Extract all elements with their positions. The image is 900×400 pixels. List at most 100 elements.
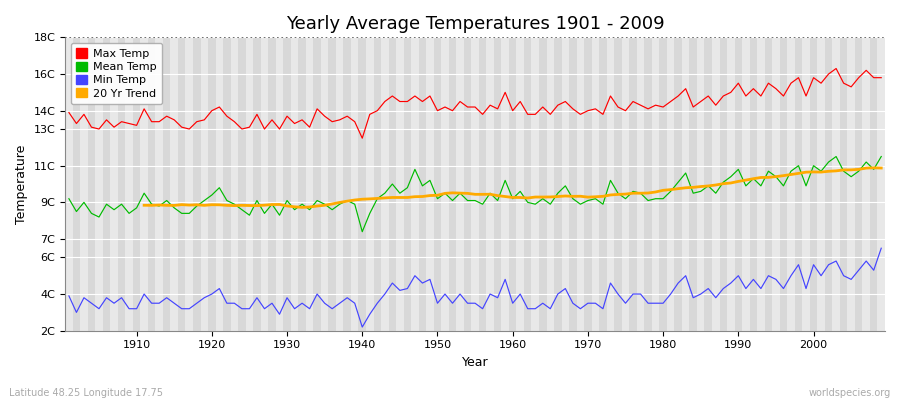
Bar	[486, 37, 494, 331]
Bar	[216, 37, 223, 331]
Bar	[855, 37, 862, 331]
Bar	[298, 37, 306, 331]
Bar	[591, 37, 599, 331]
Text: Latitude 48.25 Longitude 17.75: Latitude 48.25 Longitude 17.75	[9, 388, 163, 398]
Bar	[788, 37, 795, 331]
Bar	[178, 37, 185, 331]
Bar	[765, 37, 772, 331]
Bar	[328, 37, 336, 331]
Bar	[163, 37, 170, 331]
Bar	[832, 37, 840, 331]
Bar	[427, 37, 434, 331]
Bar	[261, 37, 268, 331]
Bar	[705, 37, 712, 331]
Bar	[712, 37, 719, 331]
Bar	[584, 37, 591, 331]
Bar	[170, 37, 178, 331]
Bar	[870, 37, 878, 331]
Bar	[719, 37, 727, 331]
Bar	[464, 37, 472, 331]
Bar	[366, 37, 373, 331]
X-axis label: Year: Year	[462, 356, 489, 369]
Bar	[411, 37, 418, 331]
Bar	[652, 37, 660, 331]
Bar	[313, 37, 321, 331]
Bar	[87, 37, 95, 331]
Bar	[667, 37, 674, 331]
Bar	[111, 37, 118, 331]
Bar	[524, 37, 532, 331]
Bar	[321, 37, 328, 331]
Bar	[418, 37, 427, 331]
Bar	[65, 37, 73, 331]
Bar	[848, 37, 855, 331]
Bar	[441, 37, 449, 331]
Bar	[494, 37, 501, 331]
Bar	[629, 37, 637, 331]
Bar	[622, 37, 629, 331]
Bar	[103, 37, 111, 331]
Bar	[268, 37, 275, 331]
Bar	[208, 37, 216, 331]
Bar	[878, 37, 885, 331]
Bar	[674, 37, 682, 331]
Bar	[434, 37, 441, 331]
Bar	[95, 37, 103, 331]
Bar	[757, 37, 765, 331]
Bar	[689, 37, 697, 331]
Bar	[185, 37, 193, 331]
Bar	[697, 37, 705, 331]
Bar	[80, 37, 87, 331]
Title: Yearly Average Temperatures 1901 - 2009: Yearly Average Temperatures 1901 - 2009	[286, 15, 664, 33]
Bar	[336, 37, 344, 331]
Bar	[682, 37, 689, 331]
Bar	[201, 37, 208, 331]
Bar	[562, 37, 569, 331]
Bar	[840, 37, 848, 331]
Y-axis label: Temperature: Temperature	[15, 144, 28, 224]
Bar	[472, 37, 479, 331]
Bar	[275, 37, 284, 331]
Bar	[125, 37, 133, 331]
Bar	[517, 37, 524, 331]
Bar	[246, 37, 253, 331]
Bar	[396, 37, 403, 331]
Bar	[118, 37, 125, 331]
Bar	[238, 37, 246, 331]
Bar	[734, 37, 742, 331]
Bar	[156, 37, 163, 331]
Bar	[742, 37, 750, 331]
Bar	[539, 37, 546, 331]
Bar	[374, 37, 381, 331]
Bar	[291, 37, 298, 331]
Bar	[351, 37, 358, 331]
Bar	[817, 37, 824, 331]
Bar	[577, 37, 584, 331]
Bar	[644, 37, 652, 331]
Bar	[779, 37, 788, 331]
Bar	[284, 37, 291, 331]
Bar	[795, 37, 802, 331]
Bar	[389, 37, 396, 331]
Bar	[772, 37, 779, 331]
Bar	[614, 37, 622, 331]
Bar	[358, 37, 366, 331]
Bar	[532, 37, 539, 331]
Bar	[637, 37, 644, 331]
Bar	[253, 37, 261, 331]
Bar	[148, 37, 156, 331]
Bar	[456, 37, 464, 331]
Bar	[660, 37, 667, 331]
Text: worldspecies.org: worldspecies.org	[809, 388, 891, 398]
Bar	[508, 37, 517, 331]
Bar	[193, 37, 201, 331]
Legend: Max Temp, Mean Temp, Min Temp, 20 Yr Trend: Max Temp, Mean Temp, Min Temp, 20 Yr Tre…	[71, 43, 162, 104]
Bar	[344, 37, 351, 331]
Bar	[223, 37, 230, 331]
Bar	[569, 37, 577, 331]
Bar	[403, 37, 411, 331]
Bar	[501, 37, 508, 331]
Bar	[750, 37, 757, 331]
Bar	[133, 37, 140, 331]
Bar	[381, 37, 389, 331]
